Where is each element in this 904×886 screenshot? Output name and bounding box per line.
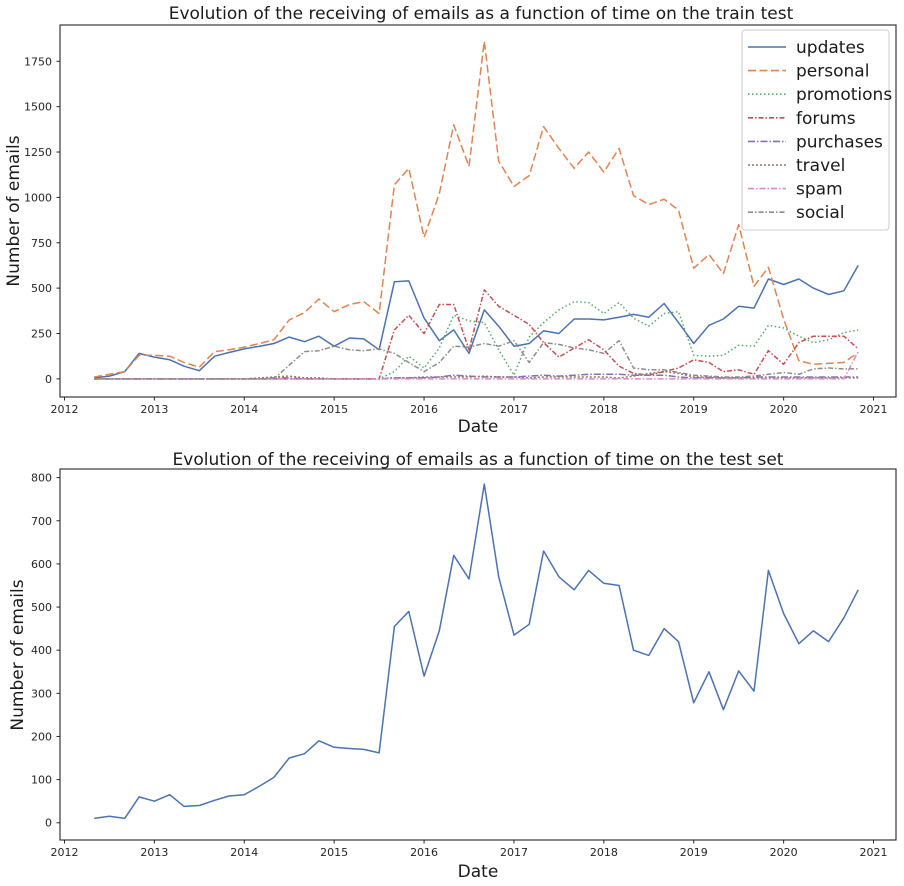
- test-y-tick-label: 0: [45, 817, 52, 830]
- train-x-tick-label: 2012: [50, 403, 78, 416]
- legend-label-promotions: promotions: [796, 85, 892, 105]
- legend-label-updates: updates: [796, 38, 865, 58]
- updates-series-line: [94, 265, 859, 379]
- train-y-tick-label: 750: [31, 237, 52, 250]
- train-y-tick-label: 1000: [24, 191, 52, 204]
- train-series-group: [94, 40, 859, 380]
- legend-label-travel: travel: [796, 156, 845, 176]
- train-x-tick-label: 2014: [230, 403, 258, 416]
- train-y-tick-label: 1250: [24, 146, 52, 159]
- test-x-tick-label: 2018: [590, 846, 618, 859]
- test-tick-labels: 2012 2013 2014 2015 2016 2017 2018 2019 2020 2021…: [31, 472, 888, 859]
- test-x-tick-label: 2013: [140, 846, 168, 859]
- train-x-tick-label: 2021: [860, 403, 888, 416]
- test-y-tick-label: 100: [31, 774, 52, 787]
- train-y-tick-label: 1750: [24, 55, 52, 68]
- train-x-tick-label: 2020: [770, 403, 798, 416]
- test-x-tick-label: 2020: [770, 846, 798, 859]
- legend-label-purchases: purchases: [796, 132, 883, 152]
- test-series-group: [94, 483, 859, 820]
- promotions-series-line: [94, 300, 859, 380]
- test-y-tick-label: 400: [31, 644, 52, 657]
- test-y-tick-label: 500: [31, 601, 52, 614]
- test-chart: Evolution of the receiving of emails as …: [8, 450, 897, 882]
- test-y-tick-label: 700: [31, 515, 52, 528]
- train-y-tick-label: 1500: [24, 101, 52, 114]
- spam-series-line: [94, 351, 859, 380]
- train-x-axis-label: Date: [458, 417, 499, 437]
- test-x-tick-label: 2021: [860, 846, 888, 859]
- test-x-tick-label: 2017: [500, 846, 528, 859]
- train-y-tick-label: 0: [45, 373, 52, 386]
- test-x-tick-label: 2014: [230, 846, 258, 859]
- test-plot-area: [59, 468, 897, 841]
- train-chart-title: Evolution of the receiving of emails as …: [169, 4, 794, 24]
- personal-series-line: [94, 40, 859, 378]
- test-chart-title: Evolution of the receiving of emails as …: [173, 450, 784, 470]
- legend-label-social: social: [796, 203, 844, 223]
- train-legend-box: [741, 29, 890, 231]
- train-tick-labels: 2012 2013 2014 2015 2016 2017 2018 2019 2020 2021…: [24, 55, 888, 416]
- train-y-axis-label: Number of emails: [4, 135, 24, 286]
- train-x-tick-label: 2013: [140, 403, 168, 416]
- train-x-tick-label: 2017: [500, 403, 528, 416]
- train-x-tick-label: 2019: [680, 403, 708, 416]
- test-x-tick-label: 2016: [410, 846, 438, 859]
- test-y-tick-label: 200: [31, 730, 52, 743]
- test-y-axis-label: Number of emails: [8, 579, 28, 730]
- legend-label-spam: spam: [796, 180, 843, 200]
- test-y-tick-label: 800: [31, 472, 52, 485]
- test-y-tick-label: 600: [31, 558, 52, 571]
- train-y-tick-label: 500: [31, 282, 52, 295]
- test-series-line: [94, 483, 859, 820]
- train-chart: Evolution of the receiving of emails as …: [4, 4, 897, 437]
- train-x-tick-label: 2018: [590, 403, 618, 416]
- test-x-tick-label: 2012: [50, 846, 78, 859]
- test-y-tick-label: 300: [31, 687, 52, 700]
- legend-label-personal: personal: [796, 62, 869, 82]
- travel-series-line: [94, 370, 859, 380]
- test-x-tick-label: 2019: [680, 846, 708, 859]
- legend-label-forums: forums: [796, 109, 856, 129]
- train-y-tick-label: 250: [31, 327, 52, 340]
- train-plot-area: [59, 24, 897, 398]
- train-legend: updates personal promotions forums purchases…: [741, 29, 892, 231]
- train-x-tick-label: 2015: [320, 403, 348, 416]
- train-x-tick-label: 2016: [410, 403, 438, 416]
- test-x-axis-label: Date: [458, 862, 499, 882]
- social-series-line: [94, 339, 859, 380]
- test-x-tick-label: 2015: [320, 846, 348, 859]
